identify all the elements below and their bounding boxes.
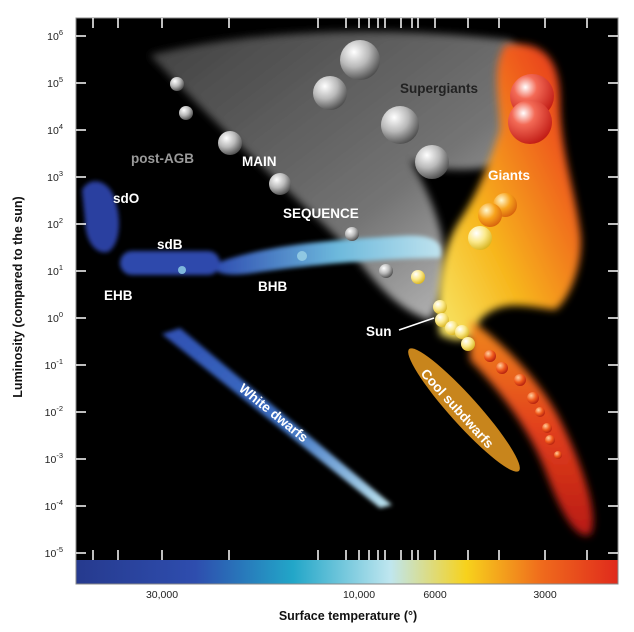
star-marker [179,106,193,120]
ehb-label: EHB [104,288,133,303]
x-tick-labels: 30,000 10,000 6000 3000 [146,589,557,601]
star-marker [484,350,496,362]
star-marker [455,325,469,339]
horizontal-branch [82,181,441,275]
x-axis-title: Surface temperature (°) [279,609,417,623]
bhb-label: BHB [258,279,287,294]
y-tick-label: 105 [47,75,63,90]
star-marker [269,173,291,195]
y-tick-label: 10-1 [45,357,63,372]
post-agb-label: post-AGB [131,151,194,166]
star-marker [379,264,393,278]
star-marker [535,407,545,417]
y-tick-label: 102 [47,216,63,231]
giants-label: Giants [488,168,530,183]
supergiants-label: Supergiants [400,81,478,96]
star-marker [415,145,449,179]
white-dwarf-band [162,328,392,508]
y-tick-label: 106 [47,28,63,43]
star-marker [170,77,184,91]
x-tick-label: 10,000 [343,589,375,601]
y-tick-label: 101 [47,263,63,278]
x-tick-label: 30,000 [146,589,178,601]
star-marker [461,337,475,351]
star-marker [542,423,552,433]
star-marker [178,266,186,274]
main-label: MAIN [242,154,277,169]
y-tick-label: 10-4 [45,498,63,513]
sun-label: Sun [366,324,392,339]
star-marker [313,76,347,110]
star-markers [170,40,562,459]
star-marker [508,100,552,144]
cool-subdwarf-band [408,348,520,472]
x-tick-marks [92,18,588,560]
plot-frame [75,17,619,585]
sun-pointer-line [398,317,435,331]
temperature-colorbar [76,560,618,584]
sdb-label: sdB [157,237,183,252]
star-marker [514,374,526,386]
star-marker [340,40,380,80]
y-tick-marks [76,35,618,554]
star-marker [478,203,502,227]
sequence-label: SEQUENCE [283,206,359,221]
star-marker [433,300,447,314]
star-marker [345,227,359,241]
y-tick-label: 10-5 [45,545,63,560]
y-tick-label: 100 [47,310,63,325]
x-tick-label: 6000 [423,589,447,601]
star-marker [218,131,242,155]
y-tick-label: 10-2 [45,404,63,419]
star-marker [496,362,508,374]
star-marker [435,313,449,327]
star-marker [554,451,562,459]
star-marker [527,392,539,404]
y-tick-label: 10-3 [45,451,63,466]
star-marker [381,106,419,144]
y-tick-label: 104 [47,122,63,137]
y-axis-title: Luminosity (compared to the sun) [11,196,25,397]
y-tick-labels: 106 105 104 103 102 101 100 10-1 10-2 10-3 10-4 10-… [45,28,63,560]
star-marker [297,251,307,261]
star-marker [411,270,425,284]
x-tick-label: 3000 [533,589,557,601]
sdo-label: sdO [113,191,139,206]
y-tick-label: 103 [47,169,63,184]
star-marker [545,435,555,445]
star-marker [468,226,492,250]
